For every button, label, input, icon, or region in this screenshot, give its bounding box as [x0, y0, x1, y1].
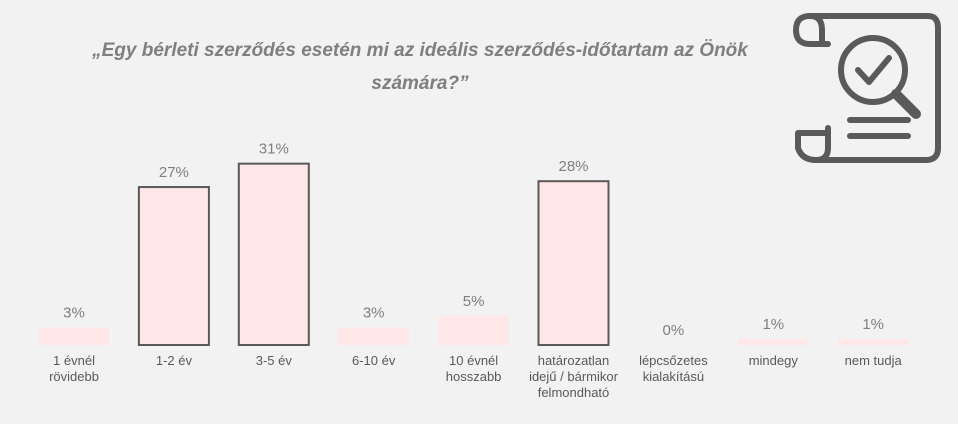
- category-label-8: nem tudja: [845, 353, 903, 368]
- bar-3: [338, 327, 409, 345]
- data-label-7: 1%: [762, 316, 784, 333]
- category-label-1: 1-2 év: [156, 353, 193, 368]
- bar-7: [738, 339, 809, 345]
- data-label-4: 5%: [463, 293, 485, 310]
- category-label-6: lépcsőzetes kialakítású: [639, 353, 708, 384]
- data-label-5: 28%: [558, 158, 588, 175]
- category-label-3: 6-10 év: [352, 353, 396, 368]
- bar-1: [137, 186, 210, 346]
- chart-title: „Egy bérleti szerződés esetén mi az ideá…: [92, 40, 748, 94]
- category-label-5: határozatlan idejű / bármikor felmondható: [529, 353, 619, 400]
- category-label-7: mindegy: [749, 353, 799, 368]
- data-label-3: 3%: [363, 304, 385, 321]
- category-label-4: 10 évnél hosszabb: [446, 353, 502, 384]
- data-label-1: 27%: [159, 164, 189, 181]
- bar-0: [39, 327, 109, 345]
- bar-2: [237, 162, 310, 346]
- bar-8: [838, 339, 909, 345]
- category-label-0: 1 évnél rövidebb: [49, 353, 99, 384]
- document-checklist-magnifier-icon: [793, 13, 941, 163]
- data-label-6: 0%: [663, 322, 685, 339]
- data-label-8: 1%: [862, 316, 884, 333]
- data-label-2: 31%: [259, 141, 289, 158]
- bar-5: [537, 180, 610, 346]
- bar-4: [438, 315, 509, 345]
- category-label-2: 3-5 év: [256, 353, 293, 368]
- data-label-0: 3%: [63, 304, 85, 321]
